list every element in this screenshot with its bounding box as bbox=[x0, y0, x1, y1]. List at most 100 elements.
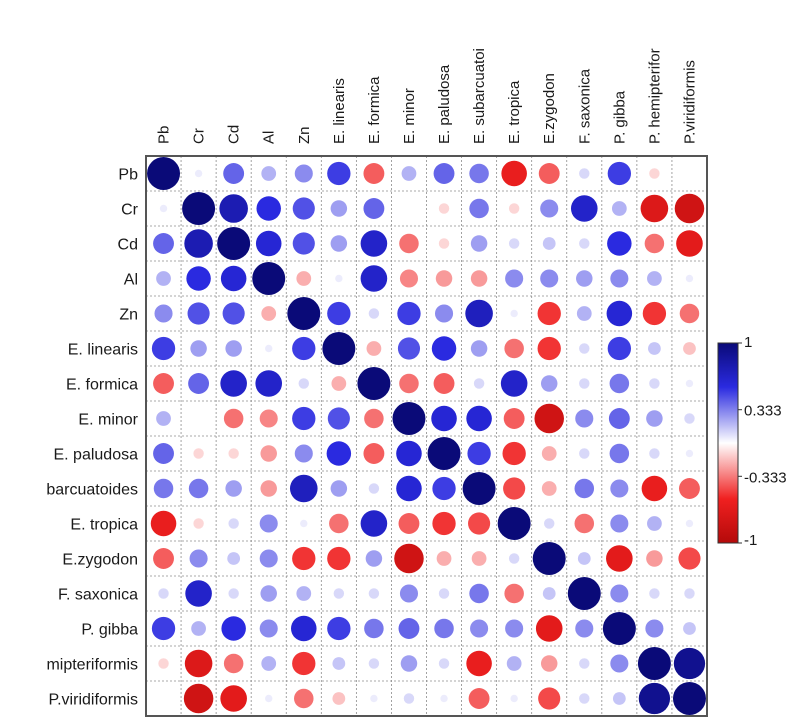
column-label: Cd bbox=[226, 125, 243, 144]
corr-circle-11-11 bbox=[532, 542, 566, 575]
column-label: F. saxonica bbox=[576, 68, 593, 144]
corr-circle-15-11 bbox=[538, 687, 561, 710]
corr-circle-14-1 bbox=[184, 649, 213, 678]
corr-circle-12-14 bbox=[649, 588, 660, 599]
corr-circle-3-15 bbox=[685, 274, 694, 283]
corr-circle-1-1 bbox=[182, 192, 216, 225]
corr-circle-13-3 bbox=[259, 619, 278, 638]
corr-circle-2-0 bbox=[153, 233, 174, 254]
corr-circle-6-10 bbox=[500, 370, 528, 397]
corr-circle-8-11 bbox=[541, 446, 557, 461]
corr-circle-5-2 bbox=[225, 340, 242, 357]
corr-circle-8-8 bbox=[427, 437, 461, 470]
corr-circle-7-14 bbox=[646, 410, 663, 427]
correlation-circles bbox=[147, 157, 706, 715]
corr-circle-0-10 bbox=[501, 160, 527, 187]
colorbar-ticks: 1 0.333 -0.333 -1 bbox=[738, 334, 787, 549]
corr-circle-7-10 bbox=[503, 408, 525, 429]
corr-circle-4-2 bbox=[222, 302, 245, 325]
corr-circle-5-1 bbox=[190, 340, 207, 357]
corr-circle-1-13 bbox=[611, 201, 627, 216]
corr-circle-10-3 bbox=[259, 514, 278, 533]
corr-circle-0-2 bbox=[223, 163, 245, 184]
corr-circle-6-7 bbox=[399, 373, 419, 394]
corr-circle-0-4 bbox=[294, 164, 313, 183]
corr-circle-5-7 bbox=[397, 337, 421, 360]
corr-circle-5-6 bbox=[366, 341, 382, 356]
corr-circle-12-13 bbox=[610, 584, 629, 603]
column-label: Zn bbox=[296, 126, 313, 144]
corr-circle-10-9 bbox=[468, 512, 491, 535]
corr-circle-1-0 bbox=[159, 204, 168, 213]
corr-circle-6-4 bbox=[298, 378, 310, 389]
corr-circle-8-14 bbox=[649, 448, 660, 459]
corr-circle-11-6 bbox=[365, 550, 383, 567]
corr-circle-12-11 bbox=[542, 587, 556, 600]
corr-circle-10-13 bbox=[610, 514, 629, 533]
corr-circle-15-7 bbox=[403, 693, 415, 704]
corr-circle-4-15 bbox=[679, 303, 700, 324]
corr-circle-3-3 bbox=[252, 262, 286, 295]
corr-circle-12-3 bbox=[260, 585, 277, 602]
corr-circle-12-4 bbox=[296, 586, 312, 601]
corr-circle-6-12 bbox=[579, 378, 590, 389]
corr-circle-11-14 bbox=[646, 550, 663, 567]
corr-circle-3-0 bbox=[156, 271, 171, 286]
corr-circle-3-13 bbox=[610, 269, 629, 288]
corr-circle-2-8 bbox=[438, 238, 450, 249]
color-legend: 1 0.333 -0.333 -1 bbox=[717, 334, 787, 549]
corr-circle-14-15 bbox=[673, 647, 706, 680]
corr-circle-4-5 bbox=[327, 301, 351, 326]
corr-circle-14-5 bbox=[332, 657, 346, 670]
corr-circle-7-7 bbox=[392, 402, 426, 435]
corr-circle-5-5 bbox=[322, 332, 356, 365]
corr-circle-11-9 bbox=[471, 551, 487, 566]
corr-circle-13-6 bbox=[364, 618, 384, 639]
corr-circle-5-14 bbox=[648, 342, 661, 355]
corr-circle-0-5 bbox=[327, 161, 351, 186]
row-label: E. minor bbox=[78, 412, 138, 429]
row-label: Al bbox=[124, 272, 138, 289]
corr-circle-2-12 bbox=[579, 238, 590, 249]
corr-circle-14-10 bbox=[506, 656, 522, 671]
corr-circle-4-0 bbox=[154, 304, 173, 323]
corr-circle-2-9 bbox=[470, 235, 488, 252]
corr-circle-3-1 bbox=[186, 266, 211, 291]
corr-circle-13-11 bbox=[535, 615, 563, 642]
corr-circle-6-0 bbox=[153, 373, 174, 394]
corr-circle-7-15 bbox=[684, 413, 695, 424]
matrix-frame bbox=[145, 155, 708, 717]
corr-circle-3-7 bbox=[399, 269, 419, 288]
corr-circle-5-12 bbox=[579, 343, 590, 354]
corr-circle-1-4 bbox=[292, 197, 315, 220]
corr-circle-2-2 bbox=[217, 227, 251, 260]
corr-circle-2-1 bbox=[184, 229, 213, 258]
corr-circle-15-6 bbox=[370, 694, 378, 703]
corr-circle-10-6 bbox=[360, 510, 388, 537]
corr-circle-4-6 bbox=[368, 308, 380, 319]
corr-circle-3-2 bbox=[220, 265, 247, 292]
corr-circle-14-13 bbox=[610, 654, 629, 673]
column-label: P. hemipterifor bbox=[646, 48, 663, 144]
corr-circle-2-11 bbox=[542, 237, 556, 250]
corr-circle-5-10 bbox=[504, 338, 524, 359]
corr-circle-12-8 bbox=[438, 588, 450, 599]
corr-circle-0-8 bbox=[433, 163, 455, 184]
corr-circle-9-13 bbox=[610, 479, 629, 498]
corr-circle-4-7 bbox=[397, 301, 421, 326]
row-label: mipteriformis bbox=[46, 657, 138, 674]
corr-circle-0-3 bbox=[261, 166, 277, 181]
corr-circle-8-5 bbox=[326, 441, 352, 466]
corr-circle-4-1 bbox=[187, 302, 210, 325]
corr-circle-4-14 bbox=[642, 301, 667, 326]
corr-circle-10-0 bbox=[150, 510, 177, 537]
colorbar-tick-label: 0.333 bbox=[744, 403, 782, 420]
row-label: Zn bbox=[119, 307, 138, 324]
corr-circle-15-9 bbox=[468, 688, 490, 709]
corr-circle-11-0 bbox=[153, 548, 174, 569]
corr-circle-6-1 bbox=[188, 373, 210, 394]
corr-circle-13-12 bbox=[575, 619, 594, 638]
corr-circle-9-9 bbox=[462, 472, 496, 505]
corr-circle-14-11 bbox=[540, 655, 558, 672]
